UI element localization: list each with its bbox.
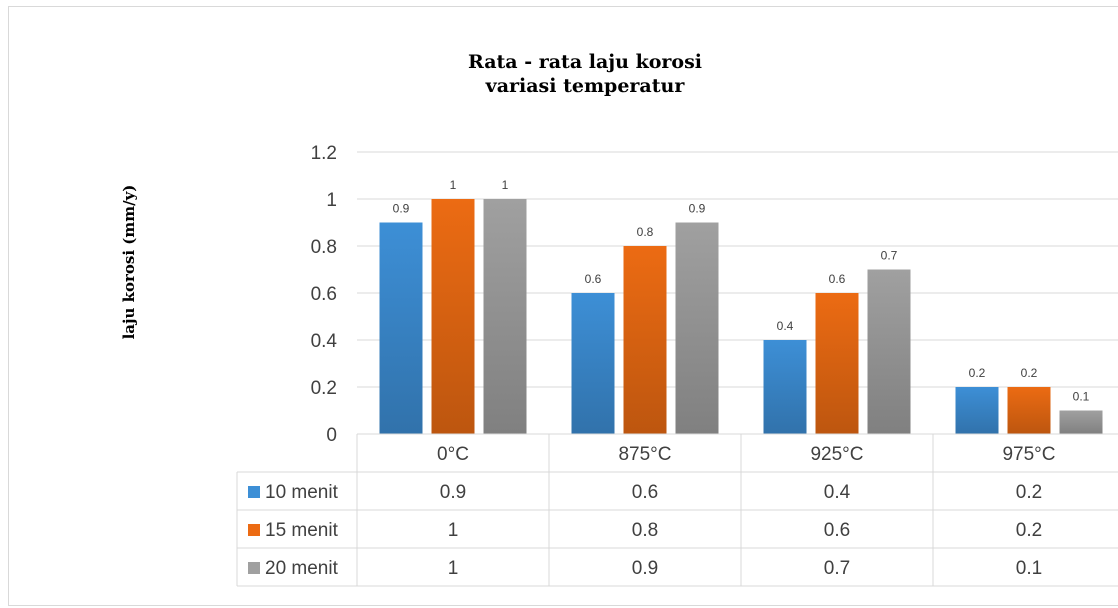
data-label: 0.7 xyxy=(881,249,898,263)
data-label: 0.2 xyxy=(969,366,986,380)
data-label: 1 xyxy=(502,178,509,192)
bar xyxy=(571,293,615,434)
legend-entry: 10 menit xyxy=(265,482,339,503)
table-cell: 0.2 xyxy=(1016,482,1042,503)
y-tick-label: 1.2 xyxy=(311,143,337,164)
legend-entry: 15 menit xyxy=(265,520,339,541)
table-cell: 0.9 xyxy=(440,482,466,503)
bar xyxy=(1059,410,1103,434)
category-label: 925°C xyxy=(810,444,863,465)
y-tick-label: 0.6 xyxy=(311,284,337,305)
data-label: 0.9 xyxy=(689,202,706,216)
legend-key xyxy=(248,486,260,498)
data-label: 1 xyxy=(450,178,457,192)
table-cell: 0.7 xyxy=(824,558,850,579)
table-cell: 0.1 xyxy=(1016,558,1042,579)
table-cell: 0.4 xyxy=(824,482,851,503)
bar xyxy=(867,269,911,434)
data-label: 0.6 xyxy=(585,272,602,286)
data-label: 0.9 xyxy=(393,202,410,216)
bar xyxy=(815,293,859,434)
bar xyxy=(431,199,475,434)
chart-title-line2: variasi temperatur xyxy=(485,75,685,97)
category-label: 0°C xyxy=(437,444,469,465)
data-label: 0.2 xyxy=(1021,366,1038,380)
y-tick-label: 0.4 xyxy=(311,331,338,352)
data-label: 0.8 xyxy=(637,225,654,239)
data-label: 0.4 xyxy=(777,319,794,333)
y-tick-label: 1 xyxy=(326,190,337,211)
bar xyxy=(483,199,527,434)
legend-key xyxy=(248,524,260,536)
bar xyxy=(955,387,999,434)
data-label: 0.6 xyxy=(829,272,846,286)
category-label: 875°C xyxy=(618,444,671,465)
data-label: 0.1 xyxy=(1073,390,1090,404)
chart-title-line1: Rata - rata laju korosi xyxy=(467,51,703,73)
bar xyxy=(623,246,667,434)
category-label: 975°C xyxy=(1002,444,1055,465)
table-cell: 0.6 xyxy=(632,482,658,503)
y-tick-label: 0.8 xyxy=(311,237,337,258)
table-cell: 0.8 xyxy=(632,520,658,541)
table-cell: 0.9 xyxy=(632,558,658,579)
legend-entry: 20 menit xyxy=(265,558,339,579)
chart-title: Rata - rata laju korosi variasi temperat… xyxy=(0,50,1118,98)
table-cell: 1 xyxy=(448,558,459,579)
y-tick-label: 0.2 xyxy=(311,378,337,399)
table-cell: 0.6 xyxy=(824,520,850,541)
bar xyxy=(675,222,719,434)
bar xyxy=(379,222,423,434)
legend-key xyxy=(248,562,260,574)
y-tick-label: 0 xyxy=(326,425,337,446)
table-cell: 1 xyxy=(448,520,459,541)
table-cell: 0.2 xyxy=(1016,520,1042,541)
bar xyxy=(763,340,807,434)
bar xyxy=(1007,387,1051,434)
